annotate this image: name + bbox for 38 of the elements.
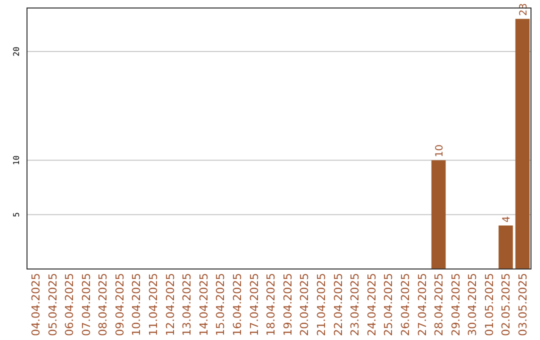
- data-label: 4: [502, 216, 513, 222]
- x-tick-label: 12.04.2025: [164, 273, 177, 336]
- x-tick-label: 16.04.2025: [231, 273, 244, 336]
- x-tick-label: 25.04.2025: [382, 273, 396, 336]
- x-tick-label: 01.05.2025: [482, 273, 496, 336]
- x-tick-label: 28.04.2025: [432, 273, 446, 336]
- bar: [498, 226, 513, 269]
- x-tick-label: 27.04.2025: [416, 273, 429, 336]
- x-tick-label: 15.04.2025: [214, 273, 228, 336]
- y-tick-label: 20: [12, 46, 21, 56]
- x-tick-label: 20.04.2025: [298, 273, 312, 336]
- x-tick-label: 22.04.2025: [332, 273, 345, 336]
- y-tick-label: 10: [12, 155, 21, 166]
- bar: [431, 160, 446, 269]
- data-label: 10: [434, 144, 446, 158]
- x-tick-label: 18.04.2025: [264, 273, 278, 336]
- x-tick-label: 24.04.2025: [365, 273, 378, 336]
- x-tick-label: 02.05.2025: [500, 273, 513, 336]
- x-tick-label: 26.04.2025: [398, 273, 412, 336]
- x-tick-label: 17.04.2025: [248, 273, 261, 336]
- x-tick-label: 07.04.2025: [80, 273, 93, 336]
- x-tick-label: 03.05.2025: [516, 273, 530, 336]
- x-tick-label: 21.04.2025: [314, 273, 328, 336]
- x-tick-label: 13.04.2025: [180, 273, 194, 336]
- x-tick-label: 06.04.2025: [63, 273, 76, 336]
- x-tick-label: 19.04.2025: [281, 273, 294, 336]
- x-tick-label: 10.04.2025: [130, 273, 144, 336]
- bar: [515, 18, 530, 269]
- x-tick-label: 23.04.2025: [348, 273, 362, 336]
- x-tick-label: 11.04.2025: [147, 273, 160, 336]
- x-tick-label: 09.04.2025: [113, 273, 126, 336]
- y-tick-label: 5: [12, 212, 21, 218]
- x-tick-label: 14.04.2025: [197, 273, 210, 336]
- x-tick-label: 04.04.2025: [29, 273, 42, 336]
- x-tick-label: 30.04.2025: [466, 273, 480, 336]
- x-tick-label: 08.04.2025: [96, 273, 110, 336]
- x-tick-label: 05.04.2025: [46, 273, 60, 336]
- x-tick-label: 29.04.2025: [449, 273, 462, 336]
